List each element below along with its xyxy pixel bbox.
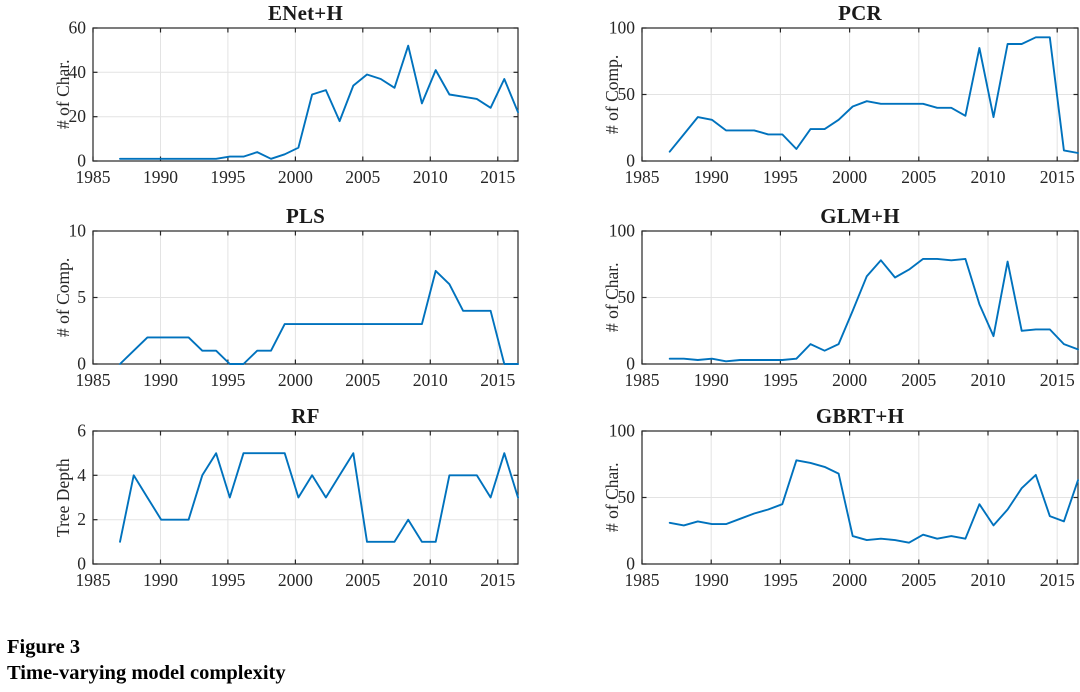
svg-text:1990: 1990 xyxy=(143,167,178,187)
svg-text:0: 0 xyxy=(626,554,635,574)
svg-text:0: 0 xyxy=(77,354,86,374)
svg-text:1985: 1985 xyxy=(625,370,660,390)
svg-text:1985: 1985 xyxy=(625,167,660,187)
enet-h-line-plot: 1985 1990 1995 2000 2005 2010 2015 0 20 40 60 xyxy=(69,18,519,187)
svg-text:40: 40 xyxy=(69,62,87,82)
chart-title-pcr: PCR xyxy=(838,1,882,25)
svg-text:100: 100 xyxy=(609,221,636,241)
svg-text:2010: 2010 xyxy=(413,370,448,390)
svg-text:2015: 2015 xyxy=(480,370,515,390)
svg-text:1995: 1995 xyxy=(210,370,245,390)
svg-text:1990: 1990 xyxy=(694,370,729,390)
svg-text:1990: 1990 xyxy=(143,370,178,390)
svg-text:1990: 1990 xyxy=(694,167,729,187)
chart-panel-enet-h: ENet+H # of Char. 1985 1990 1995 2000 2005 20… xyxy=(40,0,540,195)
svg-text:10: 10 xyxy=(69,221,87,241)
svg-text:2015: 2015 xyxy=(480,167,515,187)
chart-title-rf: RF xyxy=(291,404,320,428)
svg-text:4: 4 xyxy=(77,465,86,485)
svg-text:2015: 2015 xyxy=(1040,570,1075,590)
svg-text:1995: 1995 xyxy=(763,370,798,390)
gbrt-h-line-plot: 1985 1990 1995 2000 2005 2010 2015 0 50 100 xyxy=(609,421,1079,590)
svg-text:50: 50 xyxy=(618,84,636,104)
svg-text:1995: 1995 xyxy=(763,167,798,187)
svg-text:1995: 1995 xyxy=(210,570,245,590)
svg-text:2000: 2000 xyxy=(278,570,313,590)
svg-text:2010: 2010 xyxy=(971,570,1006,590)
svg-text:1985: 1985 xyxy=(76,167,111,187)
chart-panel-gbrt-h: GBRT+H # of Char. 1985 1990 1995 2000 2005 20… xyxy=(585,403,1080,598)
chart-title-pls: PLS xyxy=(285,204,326,228)
chart-panel-glm-h: GLM+H # of Char. 1985 1990 1995 2000 2005 201… xyxy=(585,203,1080,398)
svg-text:1985: 1985 xyxy=(625,570,660,590)
chart-panel-pcr: PCR # of Comp. 1985 1990 1995 2000 2005 2010 2… xyxy=(585,0,1080,195)
figure-label: Figure 3 xyxy=(7,636,81,658)
svg-text:2000: 2000 xyxy=(278,167,313,187)
svg-text:1990: 1990 xyxy=(694,570,729,590)
glm-h-line-plot: 1985 1990 1995 2000 2005 2010 2015 0 50 100 xyxy=(609,221,1079,390)
svg-text:2015: 2015 xyxy=(1040,370,1075,390)
svg-text:0: 0 xyxy=(626,151,635,171)
svg-text:2000: 2000 xyxy=(832,570,867,590)
chart-title-glm-h: GLM+H xyxy=(820,204,900,228)
chart-title-enet-h: ENet+H xyxy=(268,1,343,25)
svg-text:5: 5 xyxy=(77,287,86,307)
svg-text:2010: 2010 xyxy=(971,167,1006,187)
chart-panel-pls: PLS # of Comp. 1985 1990 1995 2000 2005 2010 2… xyxy=(40,203,540,398)
svg-text:1990: 1990 xyxy=(143,570,178,590)
svg-text:2005: 2005 xyxy=(901,370,936,390)
svg-text:6: 6 xyxy=(77,421,86,441)
svg-text:2015: 2015 xyxy=(480,570,515,590)
rf-line-plot: 1985 1990 1995 2000 2005 2010 2015 0 2 4 6 xyxy=(76,421,519,590)
svg-text:60: 60 xyxy=(69,18,87,38)
svg-text:2005: 2005 xyxy=(345,370,380,390)
svg-text:50: 50 xyxy=(618,487,636,507)
svg-text:2005: 2005 xyxy=(345,167,380,187)
svg-text:2005: 2005 xyxy=(901,570,936,590)
pls-line-plot: 1985 1990 1995 2000 2005 2010 2015 0 5 10 xyxy=(69,221,519,390)
svg-text:1985: 1985 xyxy=(76,570,111,590)
svg-text:2000: 2000 xyxy=(278,370,313,390)
svg-text:50: 50 xyxy=(618,287,636,307)
svg-text:2005: 2005 xyxy=(345,570,380,590)
pcr-line-plot: 1985 1990 1995 2000 2005 2010 2015 0 50 100 xyxy=(609,18,1079,187)
figure-caption: Figure 3 Time-varying model complexity xyxy=(7,634,286,686)
svg-text:0: 0 xyxy=(77,151,86,171)
svg-text:2000: 2000 xyxy=(832,370,867,390)
chart-title-gbrt-h: GBRT+H xyxy=(815,404,905,428)
chart-panel-rf: RF Tree Depth 1985 1990 1995 2000 2005 2010 20… xyxy=(40,403,540,598)
svg-text:100: 100 xyxy=(609,421,636,441)
svg-text:2010: 2010 xyxy=(971,370,1006,390)
svg-text:0: 0 xyxy=(77,554,86,574)
svg-text:100: 100 xyxy=(609,18,636,38)
svg-text:20: 20 xyxy=(69,106,87,126)
svg-text:2005: 2005 xyxy=(901,167,936,187)
svg-text:2010: 2010 xyxy=(413,570,448,590)
svg-text:1995: 1995 xyxy=(763,570,798,590)
svg-text:2: 2 xyxy=(77,509,86,529)
svg-text:1985: 1985 xyxy=(76,370,111,390)
svg-text:1995: 1995 xyxy=(210,167,245,187)
figure-title: Time-varying model complexity xyxy=(7,662,286,684)
svg-text:0: 0 xyxy=(626,354,635,374)
svg-text:2015: 2015 xyxy=(1040,167,1075,187)
svg-text:2000: 2000 xyxy=(832,167,867,187)
svg-text:2010: 2010 xyxy=(413,167,448,187)
